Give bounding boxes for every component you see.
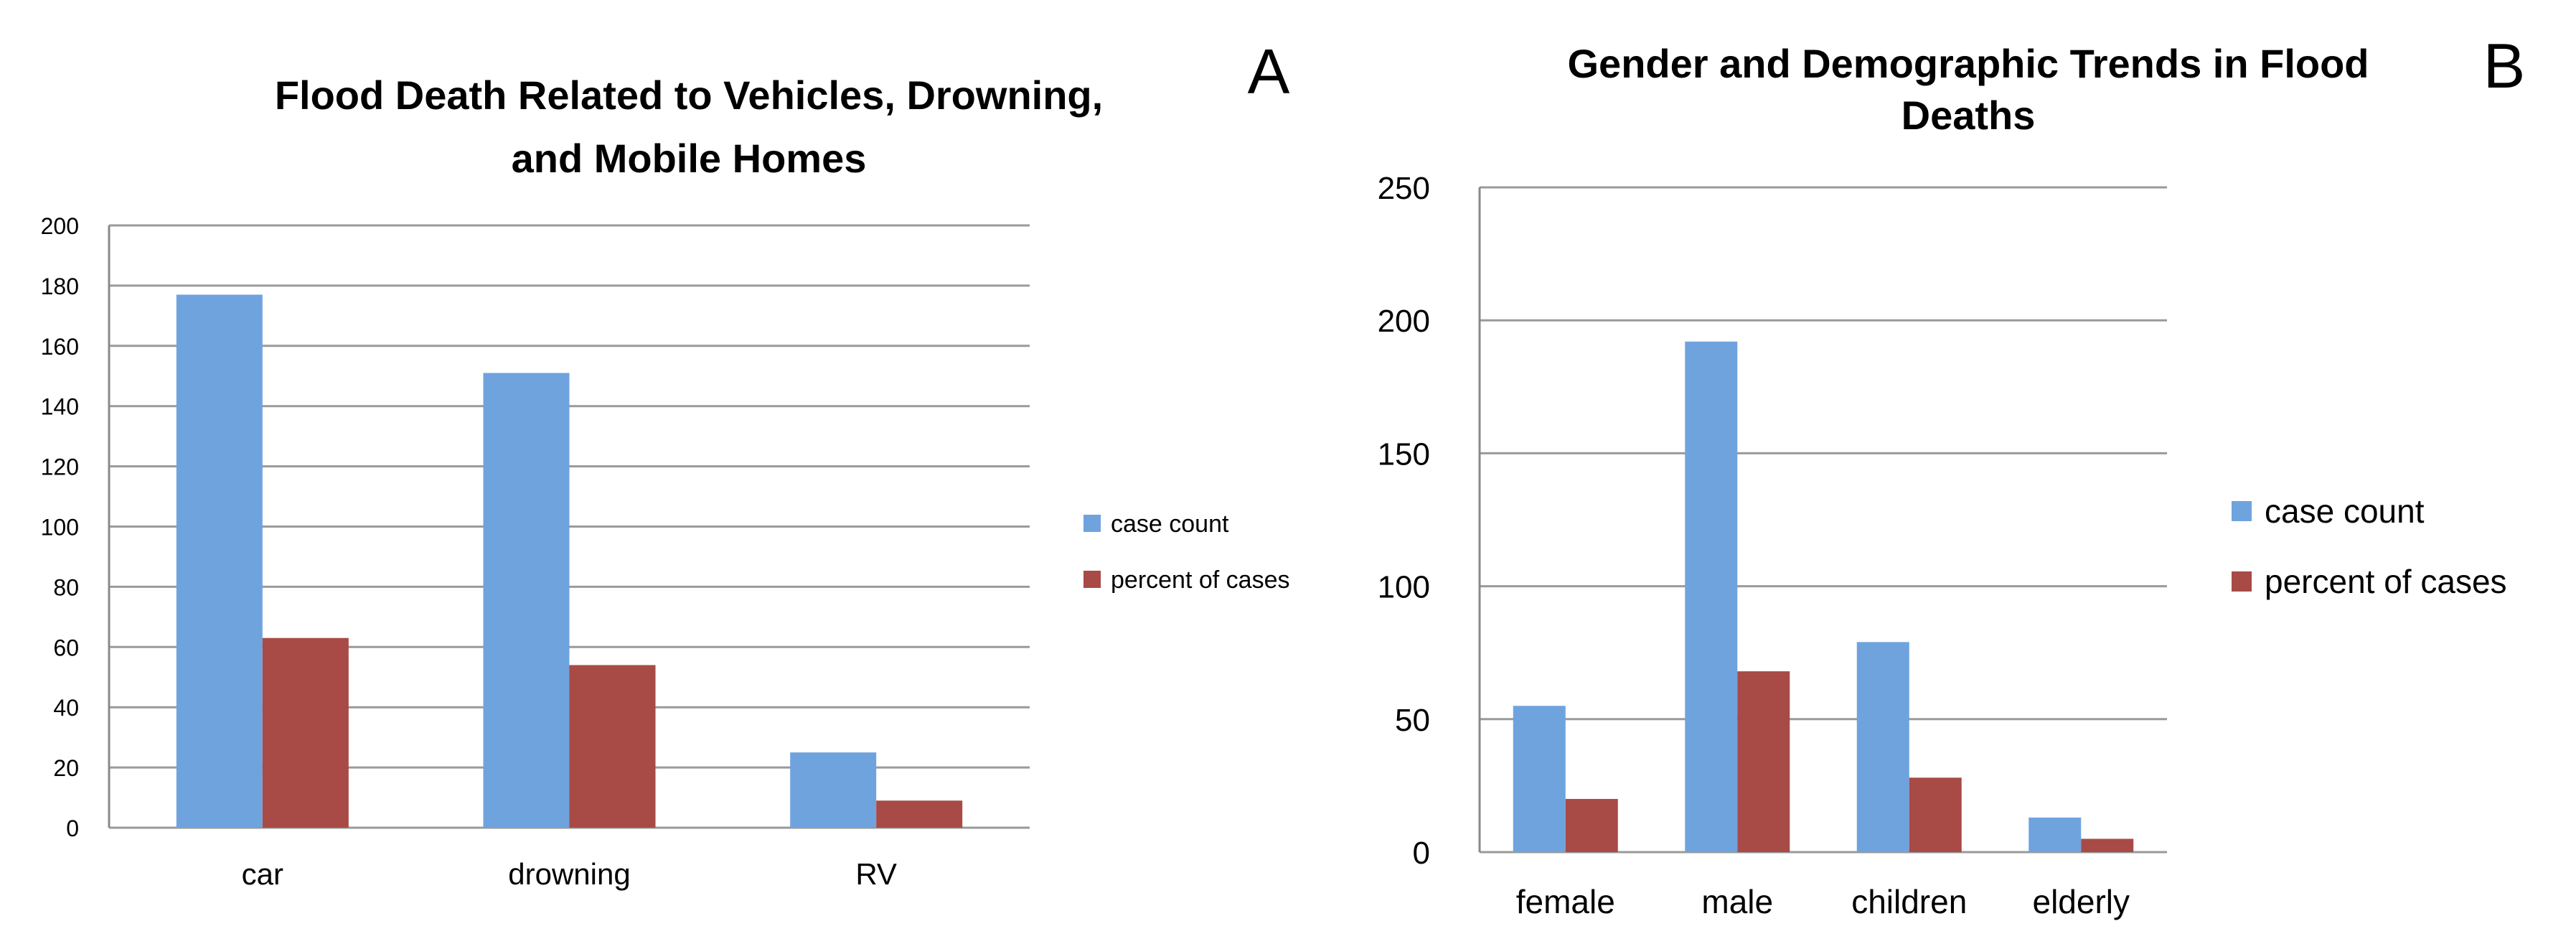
- chart-b-y-tick-label: 250: [1378, 171, 1430, 206]
- chart-b-y-tick-label: 150: [1378, 436, 1430, 472]
- chart-b-y-tick-label: 100: [1378, 570, 1430, 605]
- chart-a-legend-swatch: [1083, 571, 1101, 588]
- chart-a-bar-RV-percent-of-cases: [876, 800, 963, 828]
- chart-b-bar-elderly-percent-of-cases: [2081, 838, 2134, 852]
- chart-a-title-line-1: Flood Death Related to Vehicles, Drownin…: [275, 73, 1103, 118]
- chart-b-y-tick-labels: 0 50 100 150 200 250: [1378, 171, 1430, 871]
- chart-b-category-label: male: [1701, 883, 1773, 920]
- chart-b-bar-elderly-case-count: [2029, 817, 2082, 852]
- chart-b-bar-children-case-count: [1856, 642, 1909, 852]
- chart-a-category-label: drowning: [508, 857, 630, 891]
- chart-a-y-tick-label: 200: [41, 213, 79, 239]
- chart-b-y-tick-label: 200: [1378, 304, 1430, 339]
- chart-b-category-label: female: [1516, 883, 1615, 920]
- chart-b-bar-male-case-count: [1685, 341, 1738, 852]
- chart-b-y-tick-label: 50: [1395, 703, 1430, 738]
- chart-a-legend-label: case count: [1111, 510, 1229, 538]
- chart-a-category-label: RV: [855, 857, 897, 891]
- chart-b-legend-swatch: [2232, 571, 2252, 592]
- chart-a-y-tick-label: 40: [53, 695, 79, 721]
- chart-b-category-labels: female male children elderly: [1516, 883, 2130, 920]
- chart-a-y-tick-label: 100: [41, 515, 79, 541]
- chart-b-bar-children-percent-of-cases: [1909, 777, 1962, 852]
- chart-b: Gender and Demographic Trends in Flood D…: [1378, 30, 2526, 920]
- chart-a-panel-letter: A: [1248, 36, 1290, 107]
- chart-b-legend: case count percent of cases: [2232, 492, 2507, 600]
- chart-a-category-label: car: [242, 857, 283, 891]
- chart-b-y-tick-label: 0: [1413, 836, 1430, 871]
- chart-a-y-tick-labels: 0 20 40 60 80 100 120 140 160 180 200: [41, 213, 79, 841]
- chart-a-y-tick-label: 120: [41, 454, 79, 480]
- chart-a-bar-RV-case-count: [790, 752, 877, 828]
- chart-a-bars: [176, 294, 963, 828]
- chart-a-bar-car-percent-of-cases: [262, 637, 349, 828]
- chart-a-y-tick-label: 160: [41, 334, 79, 360]
- chart-a-bar-drowning-case-count: [483, 373, 570, 828]
- chart-a-legend: case count percent of cases: [1083, 510, 1289, 594]
- chart-a-y-tick-label: 20: [53, 755, 79, 781]
- chart-a-bar-car-case-count: [176, 294, 263, 828]
- chart-a-y-tick-label: 180: [41, 274, 79, 299]
- chart-b-panel-letter: B: [2483, 30, 2526, 101]
- chart-b-bar-female-percent-of-cases: [1565, 798, 1618, 852]
- chart-a-y-tick-label: 0: [66, 816, 79, 841]
- chart-a-y-tick-label: 80: [53, 574, 79, 600]
- chart-b-category-label: children: [1851, 883, 1967, 920]
- chart-b-gridlines: [1478, 186, 2167, 854]
- chart-a: Flood Death Related to Vehicles, Drownin…: [41, 36, 1290, 891]
- chart-b-title-line-1: Gender and Demographic Trends in Flood: [1567, 41, 2369, 86]
- chart-a-title-line-2: and Mobile Homes: [512, 136, 867, 181]
- chart-b-legend-label: percent of cases: [2265, 563, 2507, 600]
- chart-b-bar-male-percent-of-cases: [1737, 671, 1790, 852]
- chart-b-title-line-2: Deaths: [1902, 93, 2036, 138]
- chart-a-legend-swatch: [1083, 515, 1101, 532]
- chart-b-legend-label: case count: [2265, 492, 2425, 530]
- chart-a-category-labels: car drowning RV: [242, 857, 897, 891]
- chart-a-bar-drowning-percent-of-cases: [569, 665, 656, 828]
- chart-b-legend-swatch: [2232, 501, 2252, 521]
- chart-a-y-tick-label: 60: [53, 635, 79, 660]
- chart-a-y-tick-label: 140: [41, 394, 79, 420]
- chart-a-legend-label: percent of cases: [1111, 566, 1289, 594]
- chart-b-bar-female-case-count: [1513, 706, 1566, 852]
- chart-b-category-label: elderly: [2032, 883, 2130, 920]
- chart-b-bars: [1513, 341, 2134, 852]
